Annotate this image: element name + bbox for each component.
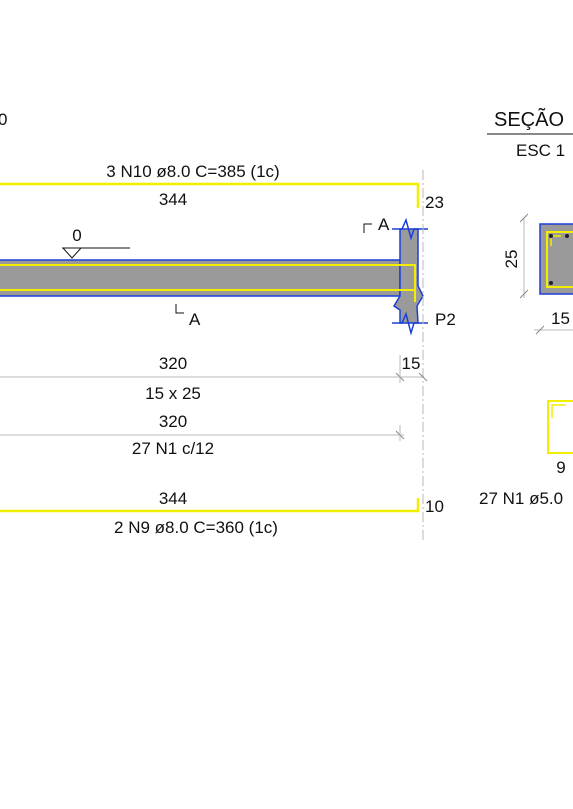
- break-line-bottom: [392, 311, 428, 336]
- level-mark: 0: [72, 226, 81, 245]
- top-bar-callout: 3 N10 ø8.0 C=385 (1c): [106, 162, 279, 181]
- section-scale: ESC 1: [516, 141, 565, 160]
- section-width-tick: [535, 325, 545, 335]
- top-bar-hook: 23: [425, 193, 444, 212]
- fragment-label: 0: [0, 110, 7, 129]
- section-mark-bottom: A: [189, 310, 201, 329]
- section-cut-mark-bottom: [175, 304, 184, 314]
- section-height: 25: [502, 250, 521, 269]
- stirrup-detail-hook: [551, 404, 566, 418]
- bottom-bar-callout: 2 N9 ø8.0 C=360 (1c): [114, 518, 278, 537]
- stirrup-callout-detail: 27 N1 ø5.0: [479, 489, 563, 508]
- section-bar-bottom-left: [549, 281, 553, 285]
- support-name: P2: [435, 310, 456, 329]
- stirrup-width: 9: [556, 458, 565, 477]
- level-triangle: [61, 247, 83, 259]
- span-length: 320: [159, 354, 187, 373]
- top-bar-n10: [0, 182, 420, 208]
- section-height-tick-bottom: [519, 289, 529, 299]
- stirrup-callout: 27 N1 c/12: [132, 439, 214, 458]
- beam-top-rebar: [0, 264, 416, 290]
- section-width: 15: [551, 309, 570, 328]
- section-title: SEÇÃO: [494, 107, 564, 131]
- bottom-bar-length: 344: [159, 489, 187, 508]
- break-line-top: [392, 217, 428, 241]
- beam-bottom-rebar: [0, 289, 416, 302]
- bottom-bar-n9: [0, 498, 420, 513]
- stirrup-span: 320: [159, 412, 187, 431]
- section-stirrup: [546, 231, 573, 288]
- dim-tick-2: [418, 372, 428, 382]
- section-cut-mark-top: [363, 223, 372, 233]
- section-mark-top: A: [378, 215, 390, 234]
- bottom-bar-hook: 10: [425, 497, 444, 516]
- stirrup-detail: [547, 400, 573, 454]
- section-bar-top-left: [549, 234, 553, 238]
- top-bar-length: 344: [159, 190, 187, 209]
- support-width: 15: [402, 354, 421, 373]
- section-height-tick-top: [519, 213, 529, 223]
- section-bar-top-right: [565, 234, 569, 238]
- beam-section: 15 x 25: [145, 384, 201, 403]
